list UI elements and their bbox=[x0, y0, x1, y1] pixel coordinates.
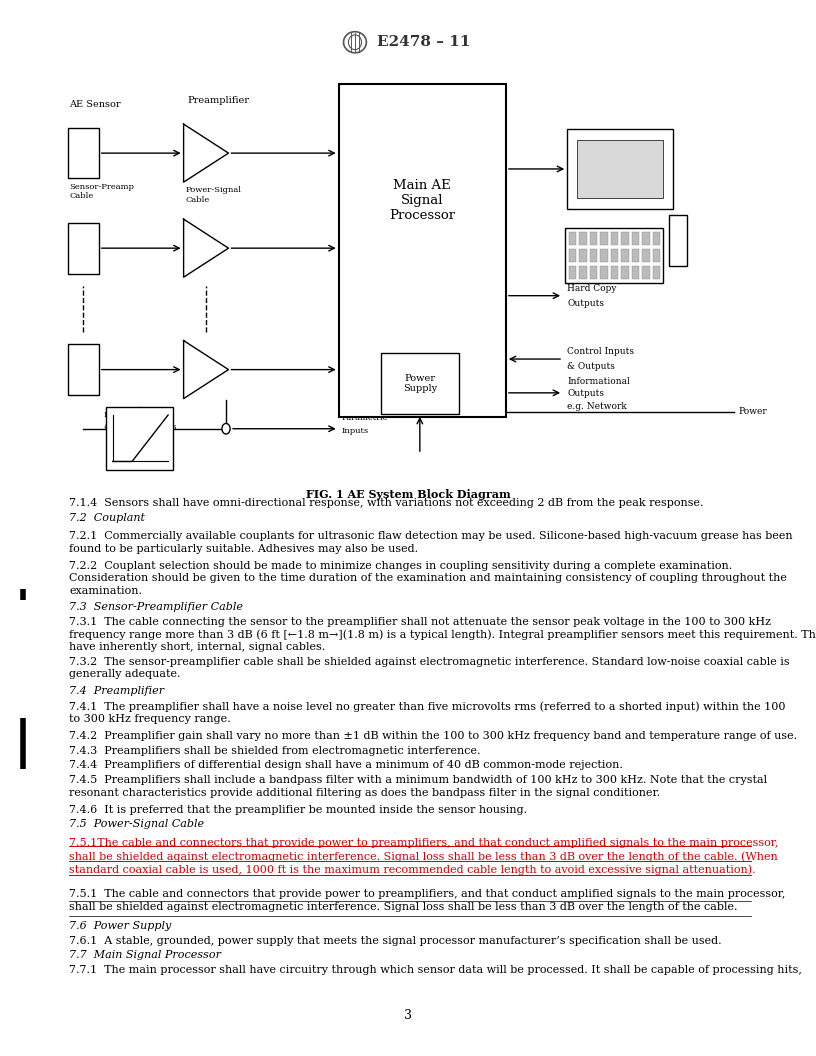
Text: 7.6.1  A stable, grounded, power supply that meets the signal processor manufact: 7.6.1 A stable, grounded, power supply t… bbox=[69, 936, 722, 945]
Text: 7.3.2  The sensor-preamplifier cable shall be shielded against electromagnetic i: 7.3.2 The sensor-preamplifier cable shal… bbox=[69, 657, 790, 679]
Bar bbox=[590, 266, 597, 279]
Text: Inputs: Inputs bbox=[342, 427, 369, 435]
Text: 7.5.1The cable and connectors that provide power to preamplifiers, and that cond: 7.5.1The cable and connectors that provi… bbox=[69, 838, 778, 874]
Text: 7.5  Power-Signal Cable: 7.5 Power-Signal Cable bbox=[69, 819, 205, 829]
Text: E2478 – 11: E2478 – 11 bbox=[377, 35, 471, 50]
Bar bbox=[565, 228, 663, 283]
Bar bbox=[621, 249, 628, 262]
Text: 7.4.2  Preamplifier gain shall vary no more than ±1 dB within the 100 to 300 kHz: 7.4.2 Preamplifier gain shall vary no mo… bbox=[69, 731, 797, 740]
Text: 7.4.3  Preamplifiers shall be shielded from electromagnetic interference.: 7.4.3 Preamplifiers shall be shielded fr… bbox=[69, 746, 481, 755]
Text: e.g. Network: e.g. Network bbox=[567, 402, 627, 411]
Bar bbox=[68, 344, 99, 395]
Bar bbox=[611, 232, 618, 245]
Text: Hard Copy: Hard Copy bbox=[567, 284, 617, 293]
Bar bbox=[653, 266, 660, 279]
Bar bbox=[601, 232, 608, 245]
Bar bbox=[611, 266, 618, 279]
Polygon shape bbox=[184, 220, 228, 277]
Text: 7.4  Preamplifier: 7.4 Preamplifier bbox=[69, 686, 165, 696]
Text: Sensor-Preamp
Cable: Sensor-Preamp Cable bbox=[69, 183, 135, 200]
Bar bbox=[590, 249, 597, 262]
Bar bbox=[669, 215, 687, 266]
Text: Preamplifier: Preamplifier bbox=[188, 96, 250, 106]
Bar bbox=[642, 232, 650, 245]
Bar bbox=[381, 353, 459, 414]
Text: & Outputs: & Outputs bbox=[567, 362, 615, 371]
Bar bbox=[632, 266, 639, 279]
Text: FIG. 1 AE System Block Diagram: FIG. 1 AE System Block Diagram bbox=[306, 489, 510, 499]
Text: Channel 2: Channel 2 bbox=[342, 228, 388, 238]
Bar bbox=[642, 266, 650, 279]
Bar bbox=[621, 232, 628, 245]
Text: & Process Inputs: & Process Inputs bbox=[104, 422, 177, 431]
Polygon shape bbox=[184, 340, 228, 398]
Bar bbox=[653, 232, 660, 245]
Text: 7.4.4  Preamplifiers of differential design shall have a minimum of 40 dB common: 7.4.4 Preamplifiers of differential desi… bbox=[69, 760, 623, 770]
Bar bbox=[567, 130, 673, 209]
Bar bbox=[632, 232, 639, 245]
Text: 7.2.2  Couplant selection should be made to minimize changes in coupling sensiti: 7.2.2 Couplant selection should be made … bbox=[69, 561, 787, 596]
Bar bbox=[653, 249, 660, 262]
Text: Informational: Informational bbox=[567, 377, 630, 385]
Text: 7.6  Power Supply: 7.6 Power Supply bbox=[69, 921, 171, 930]
Text: Load, Stress: Load, Stress bbox=[104, 410, 157, 418]
Text: Control Inputs: Control Inputs bbox=[567, 347, 634, 356]
Text: Power: Power bbox=[738, 408, 767, 416]
Bar bbox=[569, 249, 576, 262]
Text: Power
Supply: Power Supply bbox=[403, 374, 437, 393]
Bar bbox=[642, 249, 650, 262]
Text: Power-Signal
Cable: Power-Signal Cable bbox=[185, 186, 242, 204]
Bar bbox=[611, 249, 618, 262]
Bar bbox=[106, 407, 173, 470]
Bar bbox=[579, 266, 587, 279]
Text: Outputs: Outputs bbox=[567, 390, 604, 398]
Text: 7.2  Couplant: 7.2 Couplant bbox=[69, 513, 145, 523]
Bar bbox=[579, 232, 587, 245]
Bar bbox=[68, 223, 99, 274]
Bar bbox=[579, 249, 587, 262]
Bar bbox=[577, 140, 663, 199]
Text: 7.3  Sensor-Preamplifier Cable: 7.3 Sensor-Preamplifier Cable bbox=[69, 602, 243, 611]
Text: 7.7.1  The main processor shall have circuitry through which sensor data will be: 7.7.1 The main processor shall have circ… bbox=[69, 965, 802, 975]
Text: 7.1.4  Sensors shall have omni-directional response, with variations not exceedi: 7.1.4 Sensors shall have omni-directiona… bbox=[69, 498, 704, 508]
Bar bbox=[569, 232, 576, 245]
Bar bbox=[601, 266, 608, 279]
Text: 7.3.1  The cable connecting the sensor to the preamplifier shall not attenuate t: 7.3.1 The cable connecting the sensor to… bbox=[69, 617, 816, 653]
Text: AE Sensor: AE Sensor bbox=[69, 99, 121, 109]
Text: 7.7  Main Signal Processor: 7.7 Main Signal Processor bbox=[69, 950, 221, 960]
Text: Parametric: Parametric bbox=[342, 414, 388, 422]
Bar bbox=[632, 249, 639, 262]
Text: 7.5.1  The cable and connectors that provide power to preamplifiers, and that co: 7.5.1 The cable and connectors that prov… bbox=[69, 889, 786, 911]
Text: 7.4.1  The preamplifier shall have a noise level no greater than five microvolts: 7.4.1 The preamplifier shall have a nois… bbox=[69, 701, 786, 724]
Bar bbox=[339, 84, 506, 417]
Text: 7.2.1  Commercially available couplants for ultrasonic flaw detection may be use: 7.2.1 Commercially available couplants f… bbox=[69, 531, 793, 553]
Text: Channel 1: Channel 1 bbox=[342, 133, 388, 143]
Bar bbox=[569, 266, 576, 279]
Text: Outputs: Outputs bbox=[567, 299, 604, 307]
Text: Main AE
Signal
Processor: Main AE Signal Processor bbox=[389, 180, 455, 223]
Bar bbox=[590, 232, 597, 245]
Bar bbox=[601, 249, 608, 262]
Text: 7.4.6  It is preferred that the preamplifier be mounted inside the sensor housin: 7.4.6 It is preferred that the preamplif… bbox=[69, 805, 527, 814]
Polygon shape bbox=[184, 125, 228, 182]
Text: Display: Display bbox=[601, 163, 640, 171]
Text: Channel N: Channel N bbox=[342, 350, 391, 359]
Text: 7.4.5  Preamplifiers shall include a bandpass filter with a minimum bandwidth of: 7.4.5 Preamplifiers shall include a band… bbox=[69, 775, 768, 797]
Bar bbox=[68, 128, 99, 178]
Circle shape bbox=[222, 423, 230, 434]
Text: 3: 3 bbox=[404, 1010, 412, 1022]
Bar bbox=[621, 266, 628, 279]
